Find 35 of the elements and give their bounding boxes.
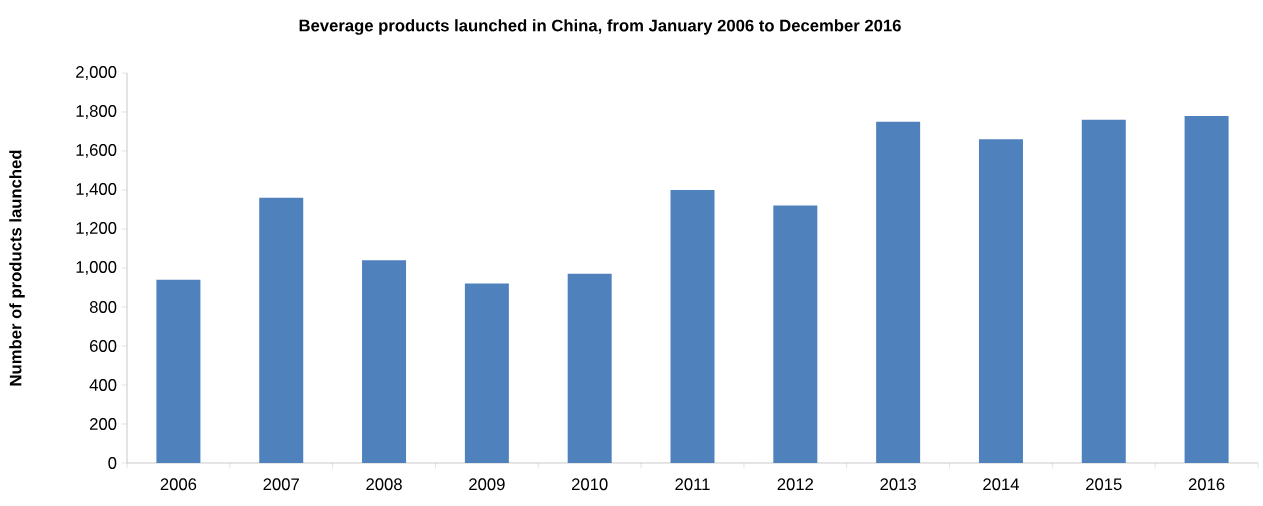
bar [1081, 119, 1126, 463]
bar [670, 189, 715, 463]
x-tick-label: 2011 [675, 478, 710, 491]
y-tick-label: 1,800 [76, 105, 117, 119]
x-tick-label: 2015 [1086, 478, 1122, 491]
x-tick-label: 2013 [880, 478, 916, 491]
x-tick-label: 2007 [263, 478, 299, 491]
x-tick-label: 2014 [983, 478, 1019, 491]
y-tick-label: 0 [108, 457, 117, 469]
x-tick-label: 2016 [1188, 478, 1225, 491]
bar [876, 121, 921, 463]
bar [259, 197, 304, 463]
chart-title: Beverage products launched in China, from January 2006 to December 2016 [299, 19, 901, 35]
bar [362, 260, 407, 463]
bar [1184, 115, 1229, 463]
x-tick-label: 2006 [160, 478, 197, 491]
x-tick-label: 2010 [571, 478, 608, 491]
y-tick-label: 1,600 [76, 144, 117, 158]
y-tick-label: 1,000 [76, 261, 117, 275]
y-tick-label: 1,400 [76, 183, 117, 197]
y-tick-label: 600 [90, 340, 117, 352]
x-tick-label: 2009 [469, 478, 505, 491]
y-tick-label: 2,000 [76, 66, 117, 80]
y-axis-title: Number of products launched [9, 150, 25, 386]
y-tick-label: 400 [89, 379, 117, 391]
x-tick-label: 2012 [777, 478, 814, 491]
bar [464, 283, 509, 463]
bar [978, 139, 1023, 463]
bar [567, 273, 612, 463]
bar [773, 205, 818, 463]
y-tick-label: 1,200 [76, 222, 117, 236]
bar [156, 279, 201, 463]
y-tick-label: 800 [89, 301, 117, 313]
x-tick-label: 2008 [366, 478, 402, 491]
y-tick-label: 200 [90, 418, 117, 430]
